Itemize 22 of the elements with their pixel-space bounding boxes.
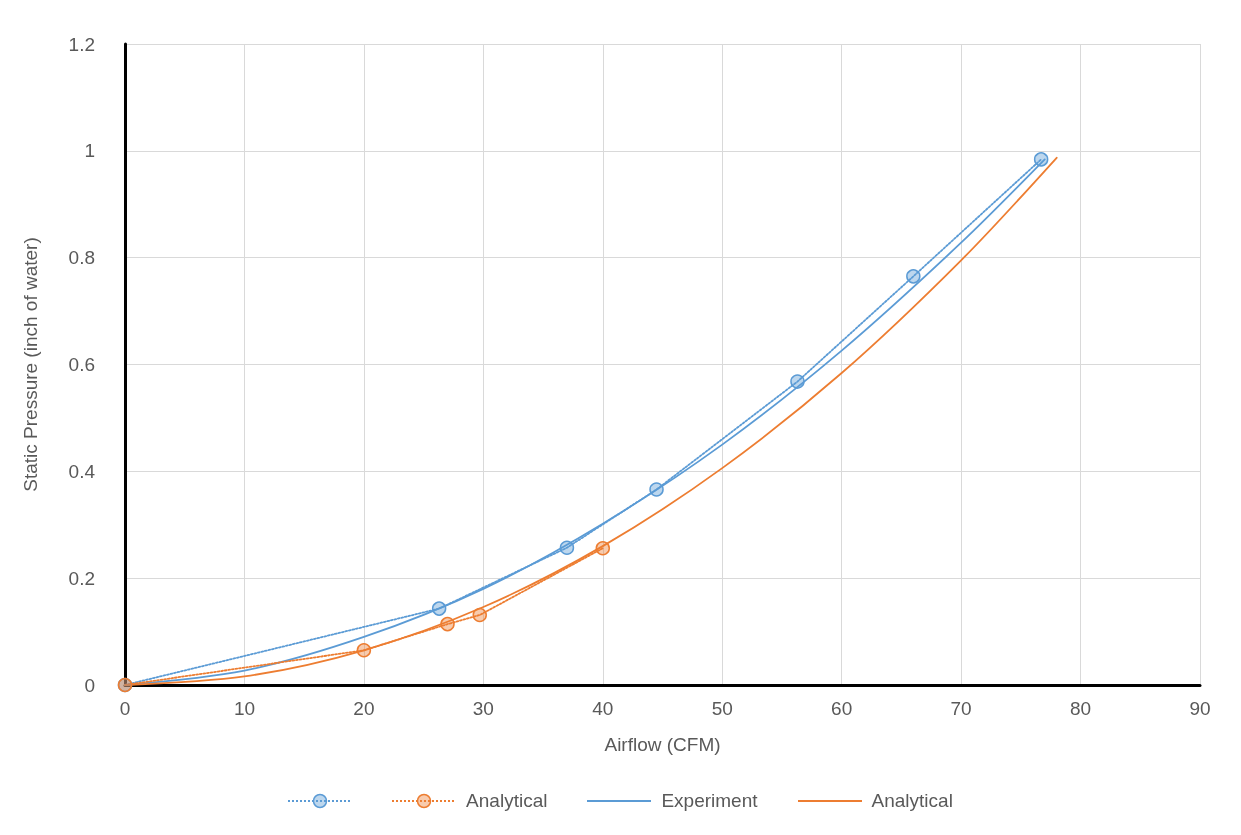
x-tick-label: 0 [119, 698, 131, 719]
y-tick-label: 0.8 [68, 247, 95, 269]
y-tick-label: 1 [84, 140, 95, 162]
x-tick-label: 90 [1189, 698, 1211, 719]
x-axis-title: Airflow (CFM) [604, 734, 721, 755]
y-axis-title: Static Pressure (inch of water) [20, 237, 41, 492]
y-tick-label: 0.4 [68, 460, 96, 482]
y-tick-label: 0.6 [68, 354, 95, 375]
x-tick-label: 10 [233, 698, 256, 719]
x-tick-label: 80 [1069, 698, 1092, 719]
x-tick-label: 40 [592, 698, 614, 719]
legend-label: Analytical [871, 790, 953, 812]
legend-label: Analytical [466, 790, 548, 812]
y-tick-label: 0.2 [68, 567, 95, 589]
x-tick-label: 60 [831, 698, 853, 719]
y-tick-label: 1.2 [68, 33, 95, 55]
x-tick-label: 20 [353, 698, 375, 719]
x-tick-label: 70 [950, 698, 972, 719]
x-tick-label: 30 [472, 698, 494, 719]
legend-label: Experiment [661, 790, 758, 812]
x-tick-label: 50 [711, 698, 733, 719]
y-tick-label: 0 [84, 674, 95, 696]
